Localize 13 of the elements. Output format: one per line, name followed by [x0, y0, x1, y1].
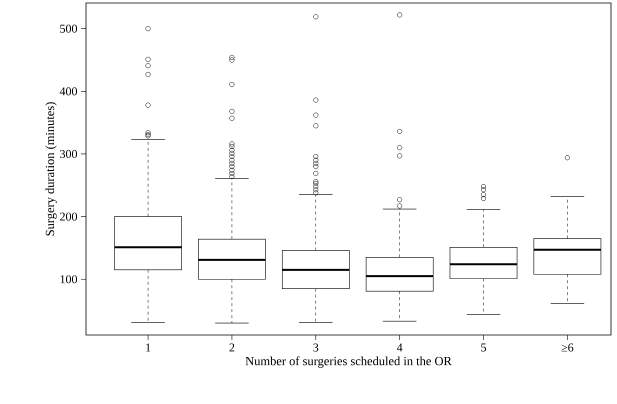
y-tick-label: 400	[60, 87, 78, 96]
y-tick-label: 500	[60, 24, 78, 33]
y-tick-label: 200	[60, 212, 78, 221]
y-tick-label: 300	[60, 150, 78, 158]
x-tick-label: 1	[146, 344, 150, 352]
y-axis-title: Surgery duration (minutes)	[45, 102, 57, 236]
x-axis-title: Number of surgeries scheduled in the OR	[246, 356, 452, 368]
y-tick-label: 100	[60, 275, 78, 284]
x-tick-label: 4	[396, 344, 402, 352]
x-tick-label: 2	[229, 344, 234, 352]
x-tick-label: ≥6	[562, 344, 574, 352]
x-tick-label: 5	[481, 344, 486, 352]
x-tick-label: 3	[313, 344, 318, 352]
